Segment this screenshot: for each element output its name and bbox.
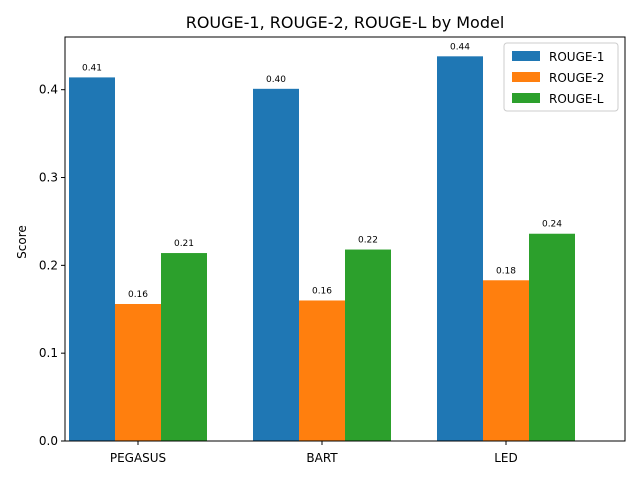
- bar-rouge-l: [529, 233, 575, 441]
- x-tick-label: LED: [494, 451, 518, 465]
- bar-value-label: 0.16: [128, 290, 148, 300]
- y-tick-label: 0.0: [39, 434, 58, 448]
- bar-rouge-2: [115, 303, 161, 441]
- x-tick-label: BART: [306, 451, 338, 465]
- legend-swatch-rouge-l: [512, 93, 540, 103]
- legend-swatch-rouge-2: [512, 72, 540, 82]
- chart-title: ROUGE-1, ROUGE-2, ROUGE-L by Model: [186, 13, 505, 32]
- legend-label: ROUGE-2: [549, 71, 604, 85]
- bar-value-label: 0.40: [266, 75, 286, 85]
- bar-rouge-1: [253, 88, 299, 442]
- bar-value-label: 0.21: [174, 239, 194, 249]
- bar-rouge-1: [437, 56, 483, 441]
- bar-value-label: 0.22: [358, 236, 378, 246]
- plot-area: 0.0 0.1 0.2 0.3 0.4 PEGASUS 0.41 0.16 0.21 BART 0.…: [39, 42, 619, 465]
- y-tick-label: 0.4: [39, 83, 58, 97]
- legend-label: ROUGE-L: [549, 92, 604, 106]
- bar-value-label: 0.44: [450, 42, 470, 52]
- bar-value-label: 0.24: [542, 220, 562, 230]
- bar-rouge-2: [483, 280, 529, 441]
- legend-swatch-rouge-1: [512, 51, 540, 61]
- bar-value-label: 0.18: [496, 266, 516, 276]
- bar-rouge-2: [299, 300, 345, 441]
- y-tick-label: 0.3: [39, 171, 58, 185]
- y-axis-label: Score: [15, 225, 29, 259]
- bar-value-label: 0.41: [82, 63, 102, 73]
- y-tick-label: 0.2: [39, 258, 58, 272]
- y-tick-label: 0.1: [39, 346, 58, 360]
- bar-rouge-1: [69, 77, 115, 442]
- bar-value-label: 0.16: [312, 286, 332, 296]
- bar-rouge-l: [161, 253, 207, 441]
- x-tick-label: PEGASUS: [110, 451, 166, 465]
- bar-rouge-l: [345, 249, 391, 441]
- plot-frame: [64, 36, 626, 442]
- legend-label: ROUGE-1: [549, 50, 604, 64]
